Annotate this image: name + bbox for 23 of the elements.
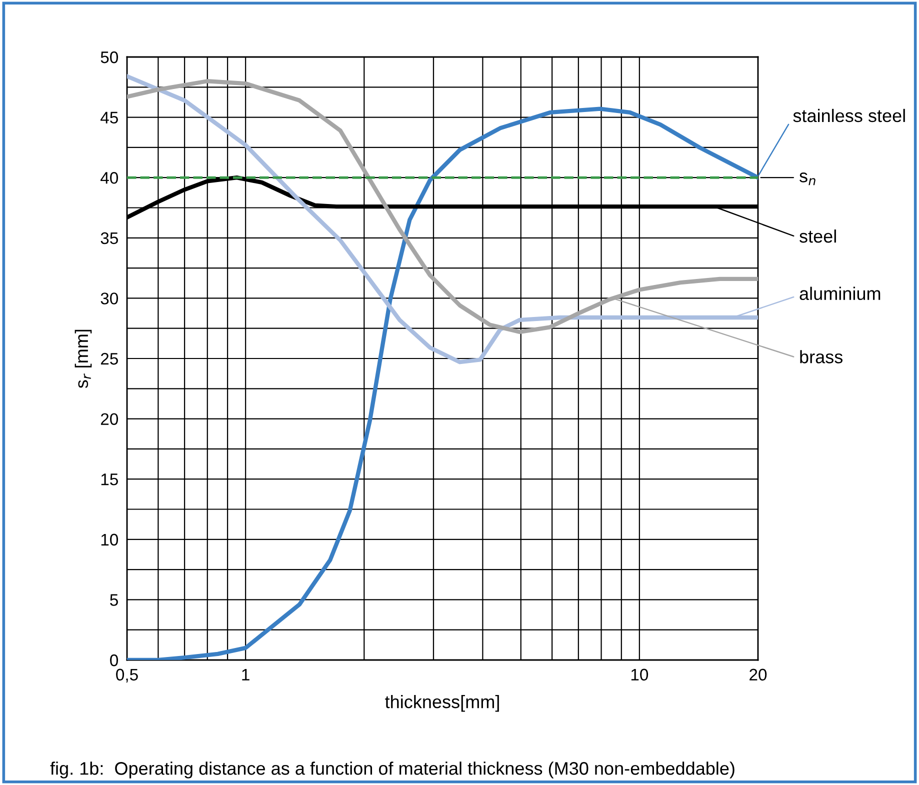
y-tick-label: 15	[101, 474, 118, 486]
y-tick-label: 40	[100, 172, 118, 184]
y-tick-label: 45	[100, 112, 118, 124]
text: stainless steel	[793, 108, 905, 122]
y-tick-label: 50	[100, 51, 118, 64]
y-tick-label: 35	[100, 232, 118, 244]
text: steel	[800, 229, 836, 243]
y-tick-label: 30	[100, 292, 118, 304]
x-axis-title: thickness[mm]	[385, 694, 499, 712]
y-axis-title: s$_{r}$ [mm]	[74, 330, 92, 388]
y-tick-label: 0	[110, 654, 118, 666]
text: brass	[800, 350, 843, 364]
x-tick-label: 1	[242, 668, 250, 680]
caption: fig. 1b: Operating distance as a function of material thickness (M30 non-embeddable)	[50, 762, 734, 778]
y-tick-label: 10	[101, 534, 118, 546]
x-tick-label: 10	[631, 668, 648, 681]
text: aluminium	[800, 286, 880, 300]
x-tick-label: 0,5	[116, 668, 138, 683]
y-tick-label: 20	[100, 413, 118, 426]
y-tick-label: 25	[100, 352, 118, 365]
ref-line-label: s$_{n}$	[800, 172, 816, 186]
x-tick-label: 20	[750, 668, 767, 681]
y-tick-label: 5	[110, 594, 118, 606]
